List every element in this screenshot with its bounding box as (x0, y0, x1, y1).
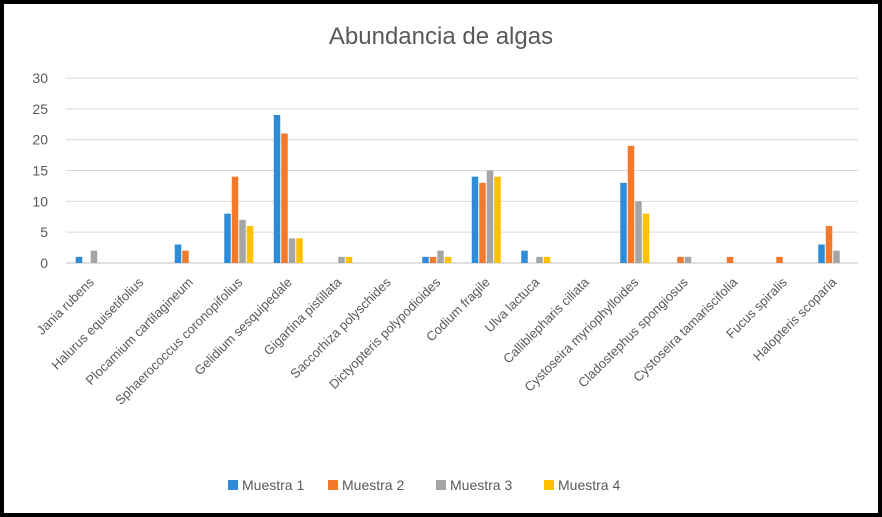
legend-label: Muestra 1 (242, 477, 304, 493)
legend-label: Muestra 4 (558, 477, 620, 493)
bar (273, 115, 281, 263)
bar (627, 145, 635, 263)
legend: Muestra 1 Muestra 2 Muestra 3 Muestra 4 (228, 477, 620, 493)
x-category-label: Halopteris scoparia (750, 274, 840, 364)
y-tick-label: 5 (40, 224, 48, 240)
bar (677, 256, 684, 263)
y-tick-label: 0 (40, 255, 48, 271)
bar (684, 256, 692, 263)
bar (642, 213, 650, 263)
y-tick-label: 20 (32, 132, 48, 148)
bar (281, 133, 288, 263)
legend-label: Muestra 2 (342, 477, 404, 493)
x-category-label: Gelidium sesquipedale (191, 275, 295, 379)
bar (536, 256, 543, 263)
x-category-label: Calliblepharis ciliata (500, 274, 592, 366)
legend-swatch (436, 480, 446, 490)
x-category-label: Halurus equisetifolius (48, 274, 146, 372)
bar (174, 244, 182, 263)
bar (635, 201, 642, 263)
bar (338, 256, 345, 263)
bar (182, 250, 189, 263)
bar (471, 176, 479, 263)
bar (422, 256, 429, 263)
bar (825, 226, 833, 263)
bars (75, 115, 840, 263)
chart-title: Abundancia de algas (329, 23, 553, 50)
bar (444, 256, 452, 263)
bar (494, 176, 501, 263)
bar (296, 238, 303, 263)
legend-swatch (328, 480, 338, 490)
y-tick-label: 30 (32, 70, 48, 86)
bar (776, 256, 783, 263)
bar (90, 250, 98, 263)
bar (288, 238, 296, 263)
legend-swatch (228, 480, 238, 490)
bar (437, 250, 444, 263)
y-tick-label: 10 (32, 193, 48, 209)
bar (429, 256, 437, 263)
y-axis-ticks: 0 5 10 15 20 25 30 (32, 70, 48, 271)
bar (726, 256, 734, 263)
bar (239, 219, 246, 263)
bar (543, 256, 551, 263)
legend-label: Muestra 3 (450, 477, 512, 493)
bar (224, 213, 231, 263)
bar (620, 182, 627, 263)
bar (75, 256, 83, 263)
bar (521, 250, 528, 263)
bar (486, 170, 494, 263)
bar (345, 256, 353, 263)
legend-swatch (544, 480, 554, 490)
bar (231, 176, 239, 263)
bar (833, 250, 840, 263)
grid (66, 77, 858, 264)
y-tick-label: 25 (32, 101, 48, 117)
bar (479, 182, 486, 263)
y-tick-label: 15 (32, 163, 48, 179)
x-category-label: Saccorhiza polyschides (287, 274, 394, 381)
bar (246, 226, 254, 263)
bar (818, 244, 825, 263)
